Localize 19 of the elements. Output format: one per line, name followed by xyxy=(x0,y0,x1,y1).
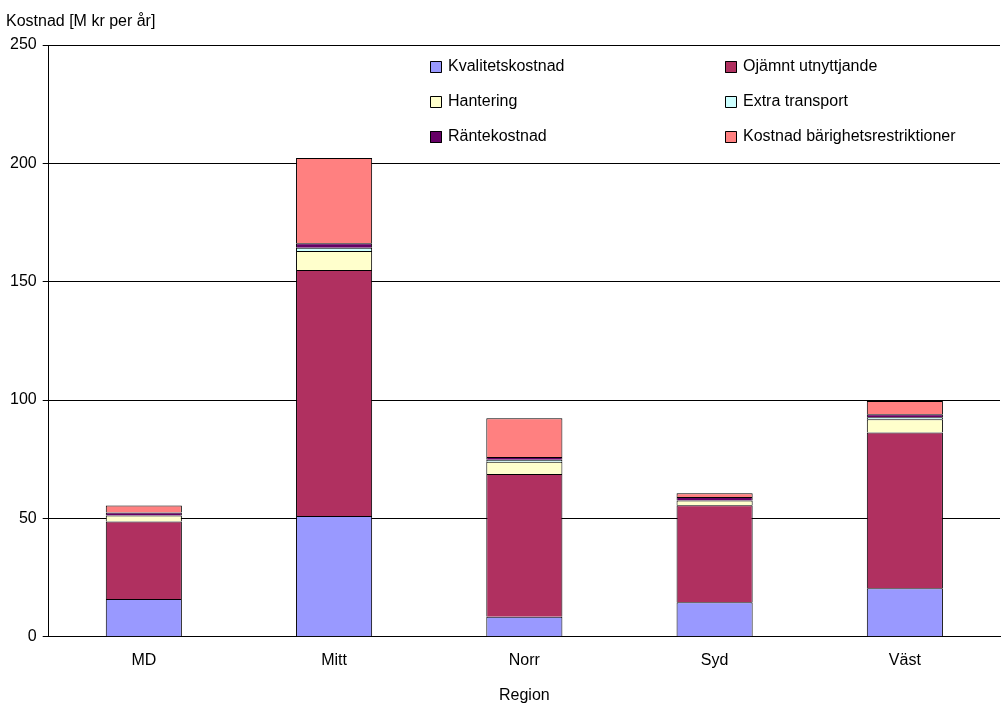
y-tick-label: 150 xyxy=(9,272,37,290)
x-tick-label: Syd xyxy=(700,650,729,668)
x-tick-label: Väst xyxy=(888,650,922,668)
y-tick-label: 0 xyxy=(27,627,37,645)
legend-label: Kvalitetskostnad xyxy=(448,57,565,75)
legend-label: Ojämnt utnyttjande xyxy=(743,57,878,75)
y-axis-title: Kostnad [M kr per år] xyxy=(6,12,156,30)
x-tick-label: Mitt xyxy=(321,650,348,668)
x-tick-label: MD xyxy=(131,650,157,668)
legend-label: Räntekostnad xyxy=(448,127,547,145)
y-tick-label: 50 xyxy=(18,508,37,526)
legend-label: Extra transport xyxy=(743,92,849,110)
x-tick-label: Norr xyxy=(508,650,541,668)
x-axis-title: Region xyxy=(499,686,550,704)
legend-label: Kostnad bärighetsrestriktioner xyxy=(743,127,957,145)
y-tick-label: 200 xyxy=(9,153,37,171)
legend-label: Hantering xyxy=(448,92,518,110)
y-tick-label: 100 xyxy=(9,390,37,408)
y-tick-label: 250 xyxy=(9,35,37,53)
